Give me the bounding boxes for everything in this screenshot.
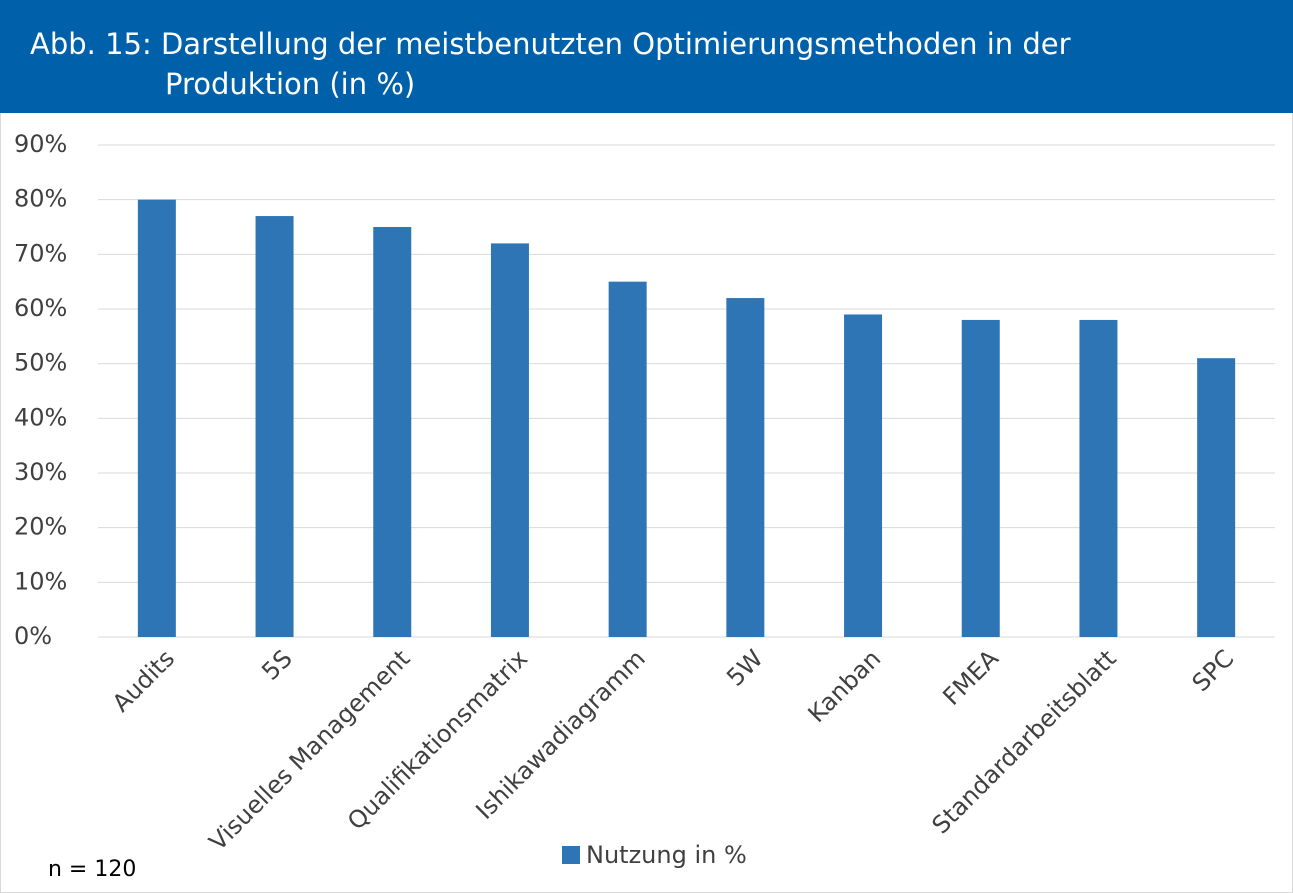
bar <box>137 199 176 637</box>
chart-title: Abb. 15: Darstellung der meistbenutzten … <box>0 0 1293 113</box>
y-tick-label: 40% <box>14 403 67 431</box>
bar <box>373 227 412 637</box>
y-tick-label: 90% <box>14 130 67 158</box>
y-tick-label: 60% <box>14 294 67 322</box>
y-tick-label: 10% <box>14 567 67 595</box>
bar <box>255 216 294 638</box>
bar <box>490 243 529 637</box>
y-tick-label: 30% <box>14 458 67 486</box>
y-tick-label: 20% <box>14 513 67 541</box>
y-tick-label: 50% <box>14 349 67 377</box>
bar <box>844 314 883 637</box>
legend-swatch <box>562 846 580 864</box>
bar <box>961 319 1000 637</box>
y-tick-label: 0% <box>14 622 52 650</box>
y-tick-label: 70% <box>14 239 67 267</box>
bar <box>1197 358 1236 637</box>
bar <box>608 281 647 637</box>
y-tick-label: 80% <box>14 185 67 213</box>
note: n = 120 <box>48 857 136 882</box>
bar <box>726 298 765 637</box>
legend-label: Nutzung in % <box>586 841 747 869</box>
bar <box>1079 319 1118 637</box>
